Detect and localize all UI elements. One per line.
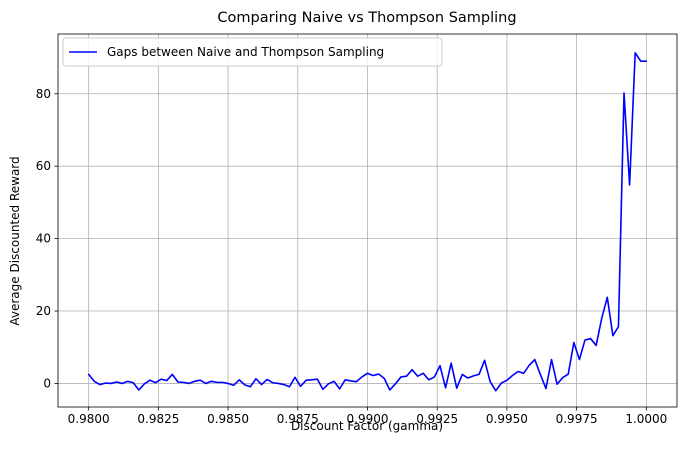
x-tick-label: 0.9825 — [137, 412, 179, 426]
y-tick-label: 80 — [36, 87, 51, 101]
x-tick-label: 0.9900 — [347, 412, 389, 426]
legend: Gaps between Naive and Thompson Sampling — [62, 37, 443, 67]
y-tick-label: 40 — [36, 232, 51, 246]
x-tick-label: 0.9975 — [556, 412, 598, 426]
x-axis-title: Discount Factor (gamma) — [291, 419, 443, 433]
chart-title: Comparing Naive vs Thompson Sampling — [217, 10, 516, 26]
legend-label: Gaps between Naive and Thompson Sampling — [107, 45, 384, 59]
legend-box — [62, 37, 443, 67]
x-tick-label: 0.9850 — [207, 412, 249, 426]
y-axis-title: Average Discounted Reward — [8, 156, 22, 325]
grid — [58, 34, 677, 407]
x-tick-label: 0.9800 — [68, 412, 110, 426]
x-tick-label: 0.9875 — [277, 412, 319, 426]
x-tick-label: 0.9950 — [486, 412, 528, 426]
y-tick-label: 60 — [36, 159, 51, 173]
ticks: 0.9800 0.9825 0.9850 0.9875 0.9900 0.9925 0.99… — [36, 87, 668, 426]
series-line — [87, 52, 648, 392]
y-tick-label: 20 — [36, 304, 51, 318]
series-layer — [87, 52, 648, 392]
x-tick-label: 0.9925 — [416, 412, 458, 426]
y-tick-label: 0 — [43, 376, 51, 390]
x-tick-label: 1.0000 — [625, 412, 667, 426]
